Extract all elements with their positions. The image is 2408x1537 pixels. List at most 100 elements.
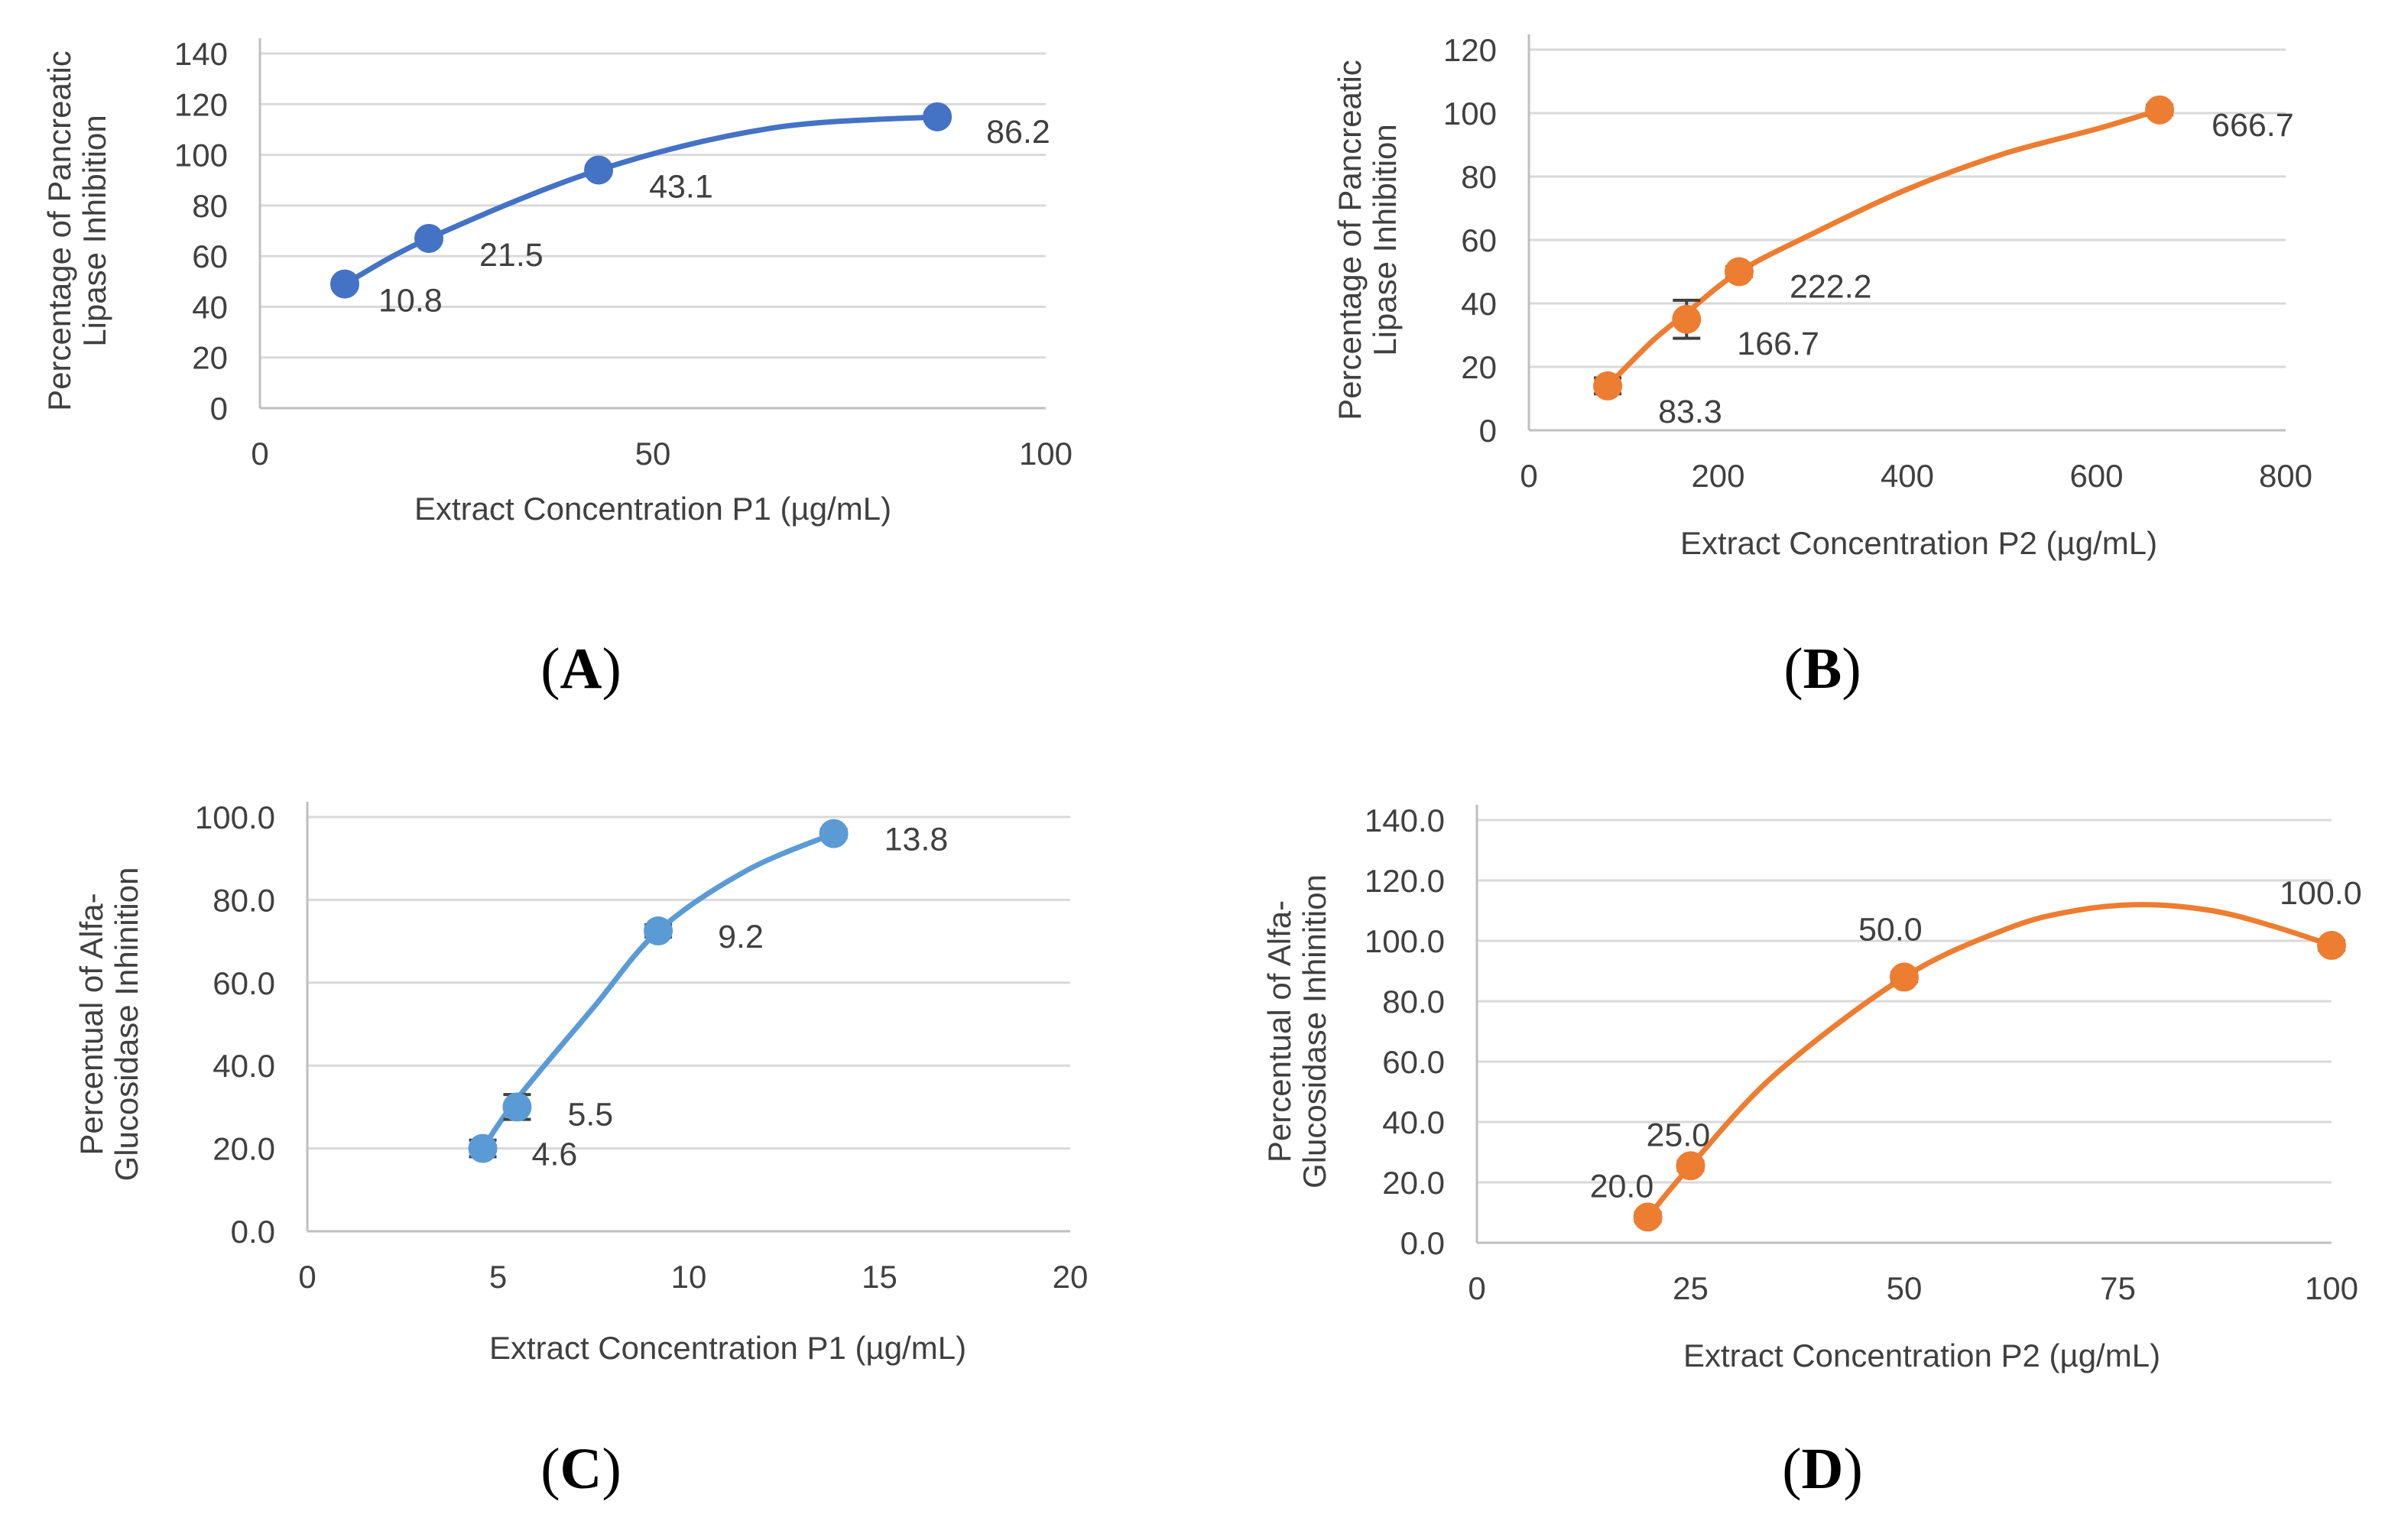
trendline <box>480 831 837 1152</box>
y-tick-label: 60.0 <box>213 965 275 1001</box>
y-tick-label: 60 <box>1461 222 1497 258</box>
data-label: 4.6 <box>532 1137 578 1173</box>
y-axis-title-line: Percentage of Pancreatic <box>1332 60 1368 420</box>
data-label: 5.5 <box>567 1096 613 1133</box>
data-label: 666.7 <box>2212 107 2294 144</box>
chart-b: 0 20 40 60 80 100 120 0 200 400 600 800 Extract Conc… <box>1332 32 2312 701</box>
data-point <box>923 102 952 131</box>
data-label: 9.2 <box>718 919 764 955</box>
panel-label: (B) <box>1783 637 1861 701</box>
y-tick-label: 60.0 <box>1382 1044 1445 1080</box>
x-axis-title: Extract Concentration P2 (µg/mL) <box>1680 525 2157 561</box>
data-point <box>468 1133 498 1163</box>
panel-open-paren: ( <box>540 1437 560 1501</box>
data-point <box>2317 930 2346 960</box>
y-tick-label: 100.0 <box>195 799 275 835</box>
x-tick-label: 800 <box>2259 458 2312 494</box>
y-tick-label: 80.0 <box>213 882 275 918</box>
trendline <box>1605 107 2163 389</box>
y-axis-title-line: Lipase Inhibition <box>76 115 112 347</box>
x-axis-title: Extract Concentration P1 (µg/mL) <box>414 491 891 527</box>
y-tick-label: 20 <box>192 340 228 376</box>
x-tick-label: 5 <box>489 1259 507 1295</box>
y-axis-title-line: Percentage of Pancreatic <box>41 50 77 411</box>
y-tick-label: 20.0 <box>213 1131 275 1167</box>
y-tick-label: 120.0 <box>1365 863 1445 899</box>
y-tick-label: 120 <box>174 86 228 122</box>
x-tick-label: 100 <box>1019 436 1073 472</box>
x-tick-label: 400 <box>1881 458 1934 494</box>
x-tick-label: 20 <box>1053 1259 1089 1295</box>
data-label: 100.0 <box>2280 875 2362 912</box>
data-label: 10.8 <box>378 283 443 319</box>
data-point <box>1633 1202 1663 1232</box>
panel-close-paren: ) <box>602 1437 621 1501</box>
x-tick-label: 10 <box>671 1259 707 1295</box>
chart-d: 0.0 20.0 40.0 60.0 80.0 100.0 120.0 140.0 0 25 50 7… <box>1261 803 2362 1501</box>
panel-letter: A <box>560 637 602 701</box>
y-tick-label: 80 <box>192 188 228 224</box>
x-tick-label: 0 <box>251 436 268 472</box>
panel-close-paren: ) <box>1843 1437 1862 1501</box>
x-tick-label: 25 <box>1673 1270 1709 1306</box>
x-tick-label: 200 <box>1691 458 1744 494</box>
y-axis-title-line: Lipase Inhibition <box>1367 124 1403 356</box>
x-tick-label: 15 <box>862 1259 897 1295</box>
y-tick-label: 140.0 <box>1365 803 1445 838</box>
y-tick-label: 40 <box>192 289 228 325</box>
panel-label: (C) <box>540 1437 621 1501</box>
y-tick-label: 100.0 <box>1365 923 1445 959</box>
x-tick-label: 600 <box>2069 458 2123 494</box>
y-tick-label: 140 <box>174 36 228 72</box>
panel-label: (A) <box>540 637 621 701</box>
y-axis-title-line: Glucosidase Inhinition <box>1296 874 1332 1188</box>
data-label: 166.7 <box>1737 326 1819 362</box>
y-tick-label: 100 <box>1443 96 1497 131</box>
data-point <box>1672 304 1702 334</box>
data-point <box>1676 1151 1705 1181</box>
x-tick-label: 0 <box>1520 458 1537 494</box>
x-tick-label: 100 <box>2305 1270 2358 1306</box>
trendline <box>1645 902 2335 1220</box>
y-tick-label: 0 <box>1479 413 1497 449</box>
data-point <box>2145 95 2175 125</box>
data-label: 50.0 <box>1858 911 1923 948</box>
data-label: 13.8 <box>884 822 949 858</box>
y-tick-label: 0.0 <box>231 1214 275 1250</box>
y-tick-label: 20 <box>1461 349 1497 385</box>
y-tick-label: 40.0 <box>213 1048 275 1084</box>
chart-c: 0.0 20.0 40.0 60.0 80.0 100.0 0 5 10 15 20 Extract … <box>73 799 1088 1501</box>
data-label: 20.0 <box>1590 1168 1654 1205</box>
x-tick-label: 50 <box>1887 1270 1923 1306</box>
y-axis-title-line: Percentual of Alfa- <box>1261 900 1297 1162</box>
x-tick-label: 75 <box>2100 1270 2136 1306</box>
x-tick-label: 0 <box>1468 1270 1485 1306</box>
panel-open-paren: ( <box>540 637 560 701</box>
panel-open-paren: ( <box>1783 637 1803 701</box>
data-label: 21.5 <box>479 237 544 274</box>
x-axis-title: Extract Concentration P2 (µg/mL) <box>1683 1338 2160 1373</box>
chart-a: 0 20 40 60 80 100 120 140 0 50 100 Extract Concentr… <box>41 36 1073 701</box>
data-point <box>1593 371 1623 400</box>
data-point <box>1724 257 1754 287</box>
data-point <box>819 819 849 848</box>
data-label: 222.2 <box>1790 269 1872 306</box>
y-tick-label: 40.0 <box>1382 1104 1445 1140</box>
y-tick-label: 0.0 <box>1400 1225 1445 1261</box>
x-tick-label: 0 <box>298 1259 316 1295</box>
y-axis-title-line: Glucosidase Inhinition <box>109 867 144 1182</box>
trendline <box>342 114 940 287</box>
data-point <box>644 916 673 946</box>
y-tick-label: 60 <box>192 238 228 274</box>
panel-close-paren: ) <box>602 637 621 701</box>
data-point <box>584 155 614 185</box>
y-tick-label: 120 <box>1443 32 1497 68</box>
x-tick-label: 50 <box>635 436 671 472</box>
data-label: 43.1 <box>649 168 713 205</box>
panel-close-paren: ) <box>1842 637 1861 701</box>
panel-letter: C <box>560 1437 602 1501</box>
x-axis-title: Extract Concentration P1 (µg/mL) <box>489 1330 966 1366</box>
data-label: 83.3 <box>1658 394 1722 430</box>
panel-open-paren: ( <box>1782 1437 1801 1501</box>
